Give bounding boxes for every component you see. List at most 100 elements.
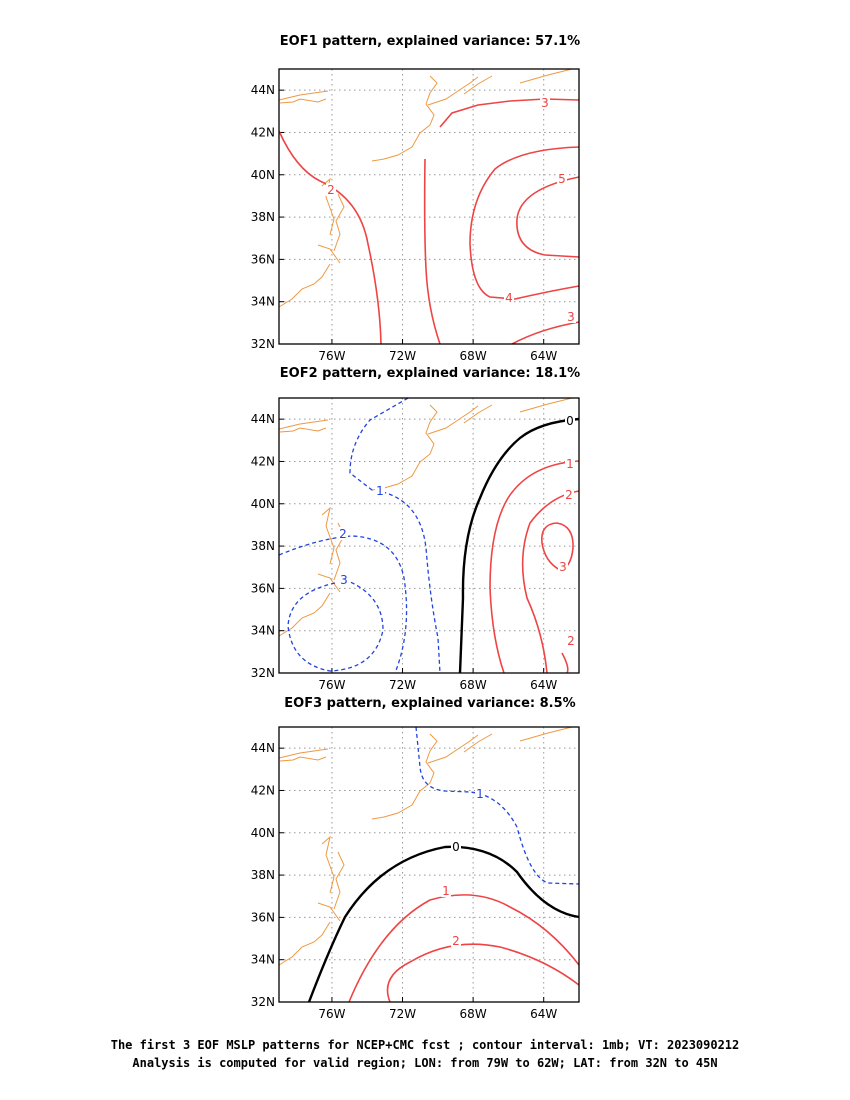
contour-label: 1 [476, 787, 484, 801]
contour-label-bg [504, 291, 514, 304]
contour-line [540, 522, 574, 571]
coastline [321, 835, 335, 894]
coastline [321, 506, 335, 565]
contour-label: 3 [340, 573, 348, 587]
y-tick-label: 42N [251, 783, 275, 797]
x-tick-label: 64W [530, 349, 557, 363]
contour-line [287, 580, 384, 672]
contour-label: 1 [376, 484, 384, 498]
y-tick-label: 36N [251, 252, 275, 266]
eof1-panel: 76W 72W 68W 64W 44N 42N 40N 38N 36N 34N 32N 3 2 5 4 3 [251, 68, 580, 363]
x-tick-label: 64W [530, 1007, 557, 1020]
x-tick-label: 72W [389, 349, 416, 363]
y-tick-label: 40N [251, 497, 275, 511]
y-tick-label: 42N [251, 125, 275, 139]
contour-line [469, 146, 580, 300]
coastline [278, 921, 331, 966]
x-tick-label: 64W [530, 678, 557, 692]
contour-line [458, 417, 580, 674]
y-tick-label: 32N [251, 337, 275, 351]
x-tick-label: 72W [389, 1007, 416, 1020]
coastline [463, 404, 493, 424]
contour-label-bg [564, 488, 574, 501]
x-tick-label: 76W [318, 349, 345, 363]
coastline [278, 419, 329, 430]
contour-label-bg [375, 484, 385, 497]
caption-line-2: Analysis is computed for valid region; L… [132, 1056, 718, 1070]
coastline [463, 733, 493, 753]
coastline [279, 98, 327, 104]
contour-label-bg [565, 457, 575, 470]
plot-frame [278, 68, 580, 345]
contour-line [348, 894, 580, 1003]
contour-line [516, 176, 580, 258]
contour-label-bg [339, 573, 349, 586]
coastline [317, 244, 341, 264]
contour-line [278, 130, 382, 345]
plot-frame [278, 397, 580, 674]
contour-label-bg [451, 934, 461, 947]
contour-label-bg [441, 884, 451, 897]
y-tick-label: 44N [251, 83, 275, 97]
coastline [519, 68, 573, 84]
coastline [317, 573, 341, 593]
contour-label: 4 [505, 291, 513, 305]
contour-label: 2 [339, 527, 347, 541]
contour-line [307, 845, 580, 1003]
coastline [463, 75, 493, 95]
y-tick-label: 42N [251, 454, 275, 468]
contour-label: 1 [566, 457, 574, 471]
y-tick-label: 38N [251, 539, 275, 553]
contour-label: 3 [559, 560, 567, 574]
contour-line [386, 943, 580, 1003]
contour-line [521, 490, 580, 674]
x-tick-label: 76W [318, 1007, 345, 1020]
contour-label-bg [326, 183, 336, 196]
coastline [427, 734, 479, 764]
coastline [427, 405, 479, 435]
contour-label: 2 [567, 634, 575, 648]
contour-label-bg [566, 634, 576, 647]
coastline [321, 177, 335, 236]
panel2-title: EOF2 pattern, explained variance: 18.1% [279, 366, 581, 381]
contour-label-bg [565, 414, 575, 427]
y-tick-label: 44N [251, 741, 275, 755]
contour-label: 3 [567, 310, 575, 324]
contour-label: 5 [558, 172, 566, 186]
coastline [278, 592, 331, 637]
y-tick-label: 36N [251, 910, 275, 924]
y-tick-label: 40N [251, 826, 275, 840]
y-tick-label: 32N [251, 995, 275, 1009]
contour-label: 3 [541, 96, 549, 110]
caption-line-1: The first 3 EOF MSLP patterns for NCEP+C… [110, 1038, 740, 1052]
contour-label: 0 [452, 840, 460, 854]
contour-line [439, 98, 580, 128]
coastline [519, 397, 573, 413]
coastline [279, 756, 327, 762]
y-tick-label: 40N [251, 168, 275, 182]
contour-label-bg [451, 840, 461, 853]
contour-line [489, 460, 580, 674]
x-tick-label: 68W [460, 678, 487, 692]
coastline [278, 748, 329, 759]
contour-line [278, 535, 408, 674]
eof-plots: 76W 72W 68W 64W 44N 42N 40N 38N 36N 34N 32N 3 2 5 4 3 76… [251, 68, 580, 1020]
panel1-title: EOF1 pattern, explained variance: 57.1% [279, 34, 581, 49]
contour-label-bg [566, 310, 576, 323]
panel3-title: EOF3 pattern, explained variance: 8.5% [284, 696, 576, 711]
y-tick-label: 38N [251, 210, 275, 224]
eof3-panel: 76W 72W 68W 64W 44N 42N 40N 38N 36N 34N 32N 1 0 1 2 [251, 726, 580, 1020]
x-tick-label: 68W [460, 1007, 487, 1020]
coastline [371, 404, 438, 491]
contour-line [561, 652, 569, 674]
contour-label: 0 [566, 414, 574, 428]
contour-label-bg [558, 560, 568, 573]
eof2-panel: 76W 72W 68W 64W 44N 42N 40N 38N 36N 34N 32N 0 1 2 3 2 1 2… [251, 397, 580, 692]
y-tick-label: 34N [251, 624, 275, 638]
contour-line [511, 321, 580, 345]
x-tick-label: 76W [318, 678, 345, 692]
coastline [371, 733, 438, 820]
contour-label-bg [338, 527, 348, 540]
y-tick-label: 38N [251, 868, 275, 882]
contour-label: 2 [452, 934, 460, 948]
